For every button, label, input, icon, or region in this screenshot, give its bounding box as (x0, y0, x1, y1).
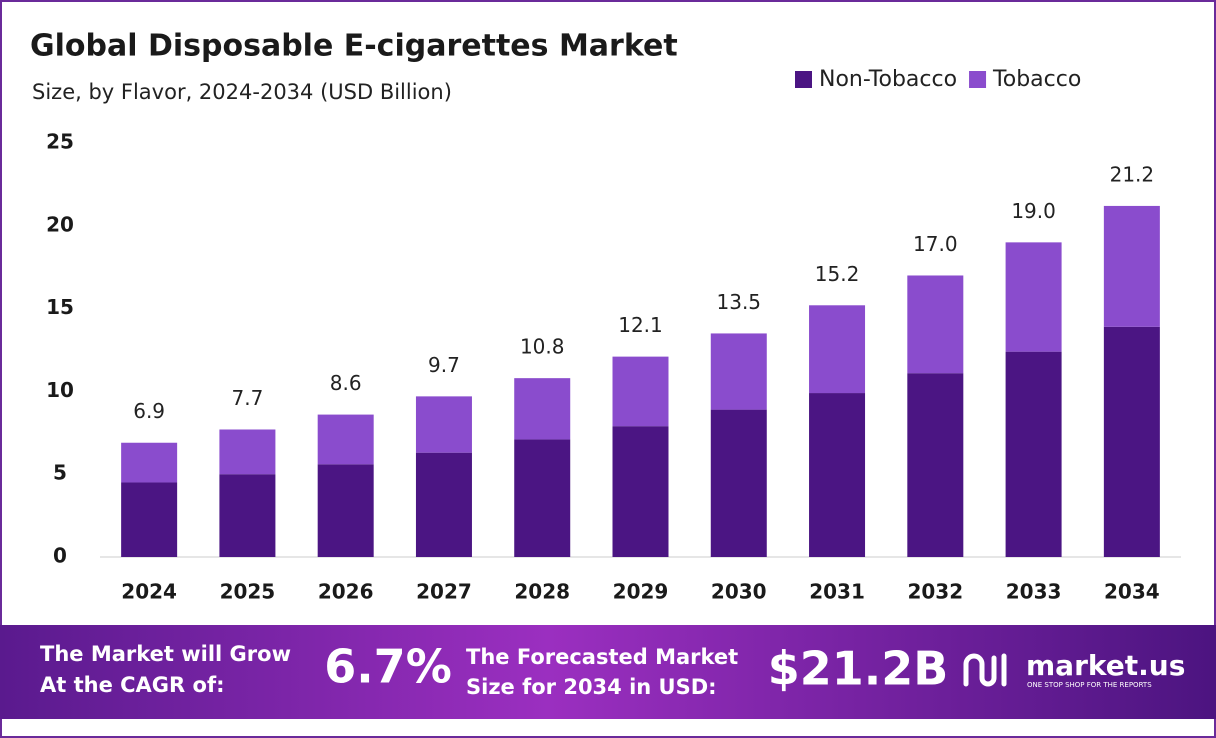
bar-segment (907, 275, 964, 374)
y-tick-label: 25 (46, 130, 74, 154)
legend-label: Tobacco (992, 67, 1081, 92)
y-tick-label: 0 (53, 544, 67, 568)
cagr-text: The Market will Grow (40, 642, 291, 666)
bar-segment (317, 414, 374, 465)
total-label: 6.9 (133, 399, 165, 423)
bar-segment (219, 429, 276, 475)
legend: Non-Tobacco Tobacco (795, 67, 1081, 92)
bar-segment (121, 482, 178, 557)
bar-segment (907, 373, 964, 557)
bar-segment (710, 409, 767, 557)
bar-segment (514, 378, 571, 440)
bar-segment (121, 442, 178, 483)
x-tick-label: 2028 (514, 580, 570, 604)
bar-segment (809, 305, 866, 394)
bar-segment (612, 426, 669, 557)
legend-swatch (969, 71, 987, 88)
total-label: 21.2 (1110, 162, 1155, 186)
bar-segment (1005, 351, 1062, 557)
total-label: 15.2 (815, 262, 860, 286)
chart-title: Global Disposable E-cigarettes Market (30, 29, 678, 64)
total-label: 9.7 (428, 353, 460, 377)
brand-tagline: ONE STOP SHOP FOR THE REPORTS (1027, 681, 1152, 689)
legend-swatch (795, 71, 812, 88)
total-label: 13.5 (717, 290, 762, 314)
x-tick-label: 2033 (1006, 580, 1062, 604)
brand-logo (963, 653, 1007, 687)
bar-segment (1005, 242, 1062, 352)
total-label: 17.0 (913, 232, 958, 256)
brand: market.us (1026, 649, 1185, 682)
total-label: 12.1 (618, 313, 663, 337)
bar-segment (219, 474, 276, 557)
y-tick-label: 10 (46, 378, 74, 402)
x-tick-label: 2025 (220, 580, 276, 604)
legend-label: Non-Tobacco (819, 67, 957, 92)
x-tick-label: 2027 (416, 580, 472, 604)
x-tick-label: 2026 (318, 580, 374, 604)
forecast-value: $21.2B (768, 642, 949, 696)
total-label: 8.6 (330, 371, 362, 395)
x-tick-label: 2024 (121, 580, 177, 604)
y-tick-label: 15 (46, 295, 74, 319)
bar-segment (1103, 326, 1160, 557)
x-tick-label: 2034 (1104, 580, 1160, 604)
x-tick-label: 2029 (613, 580, 669, 604)
bar-segment (1103, 205, 1160, 327)
total-label: 7.7 (232, 386, 264, 410)
x-tick-label: 2032 (907, 580, 963, 604)
y-tick-label: 20 (46, 212, 74, 236)
total-label: 19.0 (1011, 199, 1056, 223)
footer-band (0, 625, 1216, 719)
bar-segment (612, 356, 669, 427)
y-tick-label: 5 (53, 461, 67, 485)
bar-segment (710, 333, 767, 410)
x-tick-label: 2030 (711, 580, 767, 604)
x-tick-label: 2031 (809, 580, 865, 604)
bar-segment (317, 464, 374, 557)
forecast-text: The Forecasted Market (466, 645, 738, 669)
bar-segment (415, 396, 472, 453)
cagr-text: At the CAGR of: (40, 673, 225, 697)
forecast-text: Size for 2034 in USD: (466, 675, 717, 699)
bar-segment (514, 439, 571, 557)
bar-segment (809, 393, 866, 557)
chart-subtitle: Size, by Flavor, 2024-2034 (USD Billion) (32, 80, 452, 104)
total-label: 10.8 (520, 335, 565, 359)
cagr-value: 6.7% (324, 640, 452, 694)
bar-segment (415, 452, 472, 557)
